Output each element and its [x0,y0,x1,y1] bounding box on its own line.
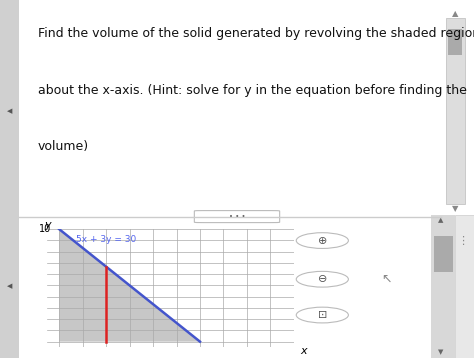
Bar [431,215,455,358]
Text: ⊕: ⊕ [318,236,327,246]
FancyBboxPatch shape [194,211,280,223]
Text: about the x-axis. (Hint: solve for y in the equation before finding the: about the x-axis. (Hint: solve for y in … [38,84,467,97]
Text: ▼: ▼ [452,204,458,213]
Text: volume): volume) [38,140,89,153]
Text: ◀: ◀ [7,108,12,114]
Text: ⋮: ⋮ [456,236,468,246]
Text: ⊡: ⊡ [318,310,327,320]
Text: ▲: ▲ [452,9,458,18]
Circle shape [296,307,348,323]
Bar [446,18,465,204]
Circle shape [296,271,348,287]
Text: • • •: • • • [229,214,245,219]
Text: x: x [300,345,307,355]
Circle shape [296,233,348,248]
Text: 5x + 3y = 30: 5x + 3y = 30 [75,235,136,244]
Text: 10: 10 [39,224,51,234]
Bar [455,215,474,358]
Polygon shape [59,229,200,342]
Text: Find the volume of the solid generated by revolving the shaded region: Find the volume of the solid generated b… [38,26,474,40]
Bar [448,29,462,55]
Text: ◀: ◀ [7,284,12,289]
Text: y: y [44,219,51,229]
Bar [434,236,453,272]
Text: ▼: ▼ [438,349,444,355]
Text: ⊖: ⊖ [318,274,327,284]
Bar [0,215,19,358]
Text: ↖: ↖ [381,273,392,286]
Bar [0,0,19,222]
Text: ▲: ▲ [438,218,444,223]
